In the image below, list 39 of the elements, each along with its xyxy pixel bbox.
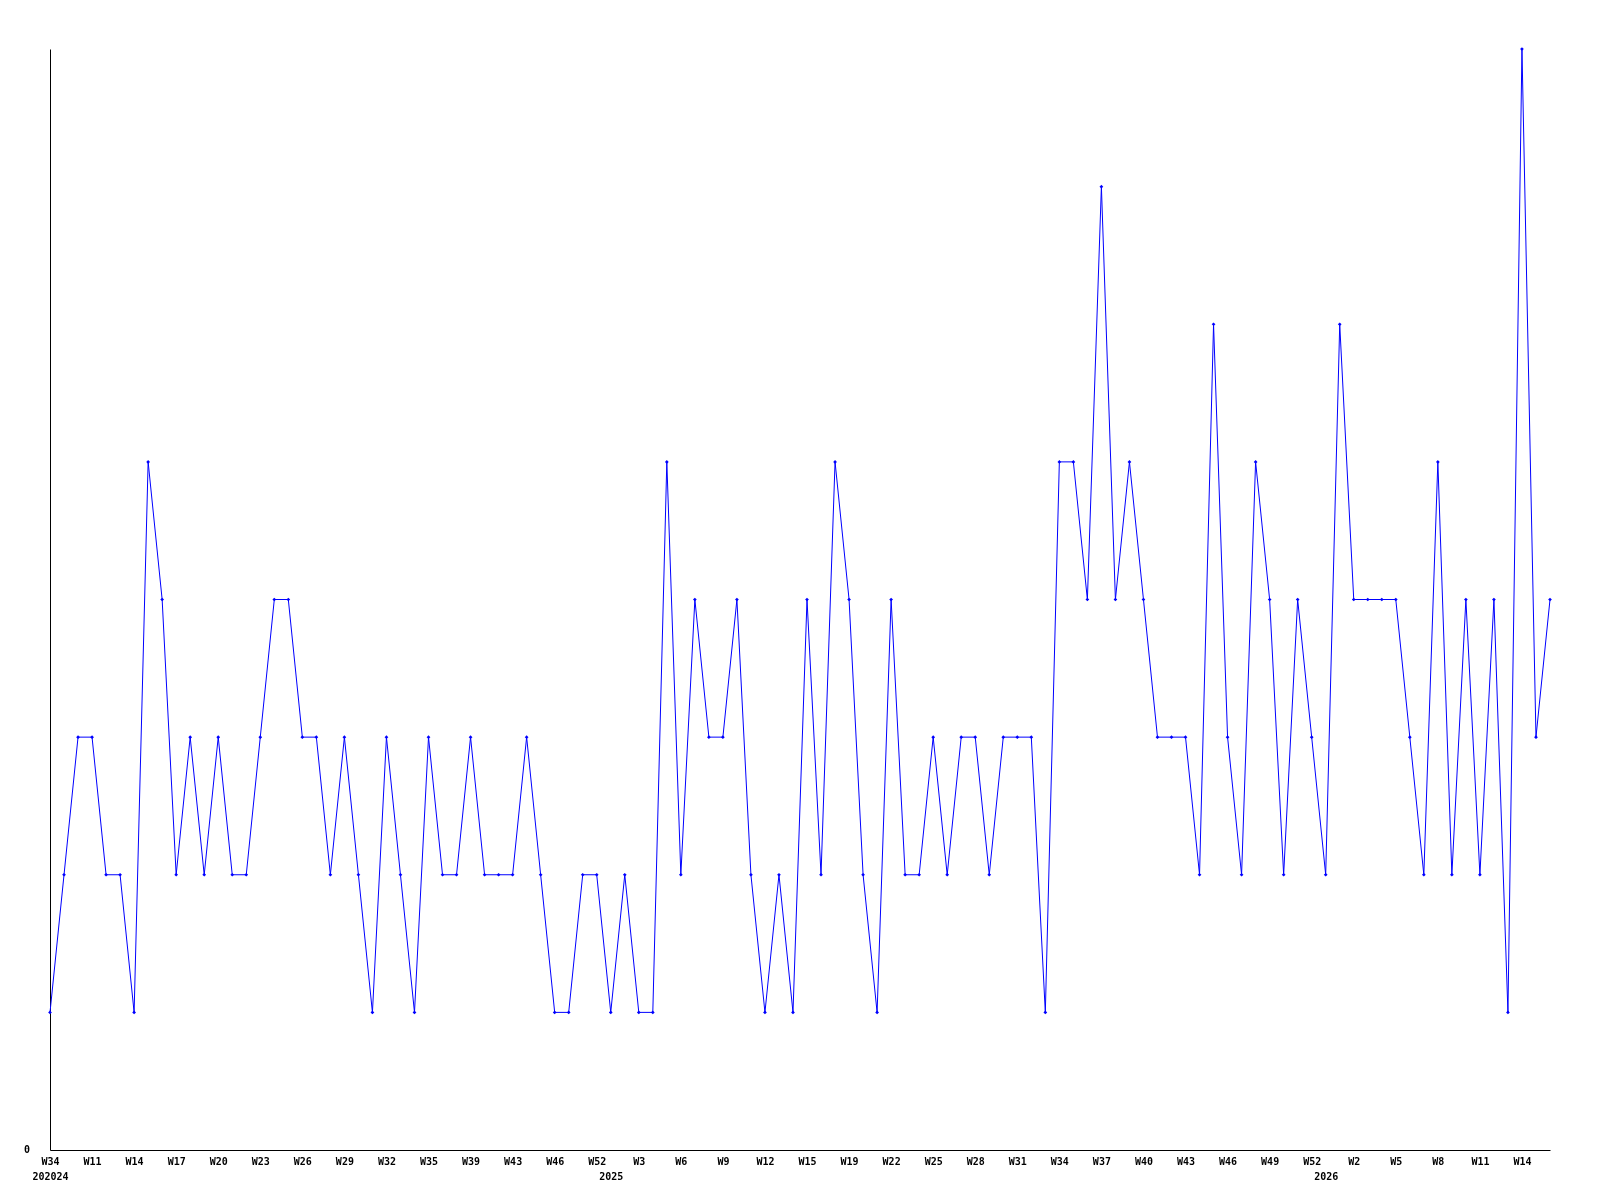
x-tick-label: W39 [462, 1155, 481, 1167]
x-tick-label: W17 [167, 1155, 186, 1167]
x-tick-label: W19 [840, 1155, 859, 1167]
x-tick-label: W15 [798, 1155, 817, 1167]
x-tick-label: W52 [1303, 1155, 1322, 1167]
x-tick-label: W46 [546, 1155, 565, 1167]
x-tick-label: W22 [882, 1155, 901, 1167]
x-tick-label: W9 [717, 1155, 730, 1167]
x-tick-label: 2026 [1314, 1170, 1339, 1182]
x-tick-label: W35 [419, 1155, 439, 1167]
x-tick-label: W26 [293, 1155, 312, 1167]
x-tick-label: W46 [1219, 1155, 1238, 1167]
text: 0 [23, 1144, 30, 1155]
x-tick-label: W25 [924, 1155, 943, 1167]
x-tick-label: W34 [1050, 1155, 1069, 1167]
x-tick-label: W37 [1092, 1155, 1111, 1167]
x-tick-label: W40 [1134, 1155, 1153, 1167]
x-tick-label: W43 [504, 1155, 523, 1167]
x-tick-label: 2025 [599, 1170, 624, 1182]
x-tick-label: W28 [966, 1155, 985, 1167]
x-tick-label: W32 [377, 1155, 396, 1167]
x-tick-label: W3 [633, 1155, 646, 1167]
x-tick-label: W49 [1261, 1155, 1280, 1167]
x-tick-label: W14 [125, 1155, 144, 1167]
x-tick-label: W5 [1390, 1155, 1403, 1167]
x-tick-label: W14 [1513, 1155, 1532, 1167]
x-tick-label: W43 [1176, 1155, 1196, 1167]
x-tick-label: W11 [1471, 1155, 1490, 1167]
x-tick-label: W29 [335, 1155, 354, 1167]
x-tick-label: W34 202024 [32, 1155, 69, 1182]
x-tick-label: W11 [83, 1155, 102, 1167]
x-tick-label: W12 [756, 1155, 775, 1167]
x-tick-label: W31 [1008, 1155, 1027, 1167]
x-tick-label: W20 [209, 1155, 228, 1167]
x-tick-label: W23 [251, 1155, 270, 1167]
x-tick-label: W52 [588, 1155, 607, 1167]
x-tick-label: W6 [675, 1155, 688, 1167]
x-tick-label: W2 [1348, 1155, 1361, 1167]
x-tick-label: W8 [1432, 1155, 1445, 1167]
